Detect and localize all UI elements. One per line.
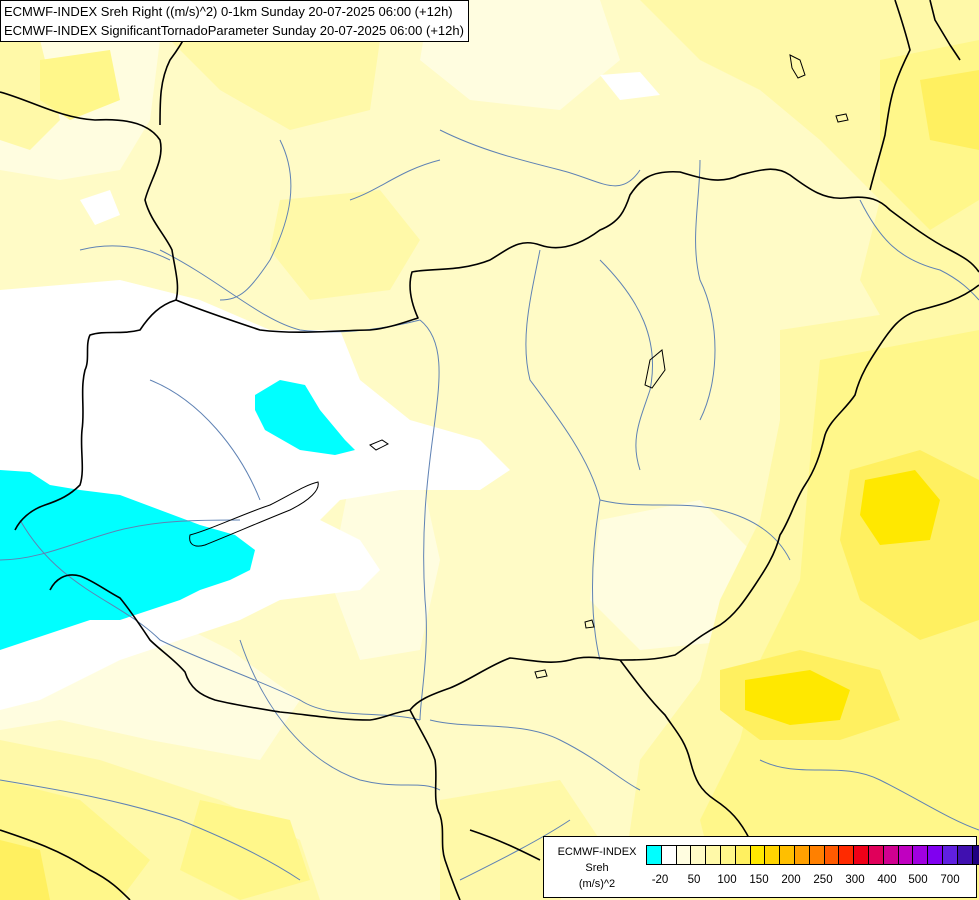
legend-swatch (646, 845, 662, 865)
country-border (469, 829, 541, 861)
legend-swatch (764, 845, 781, 865)
river (239, 639, 441, 791)
legend-tick-label: -20 (651, 874, 669, 886)
country-border (929, 0, 961, 61)
lake-outline (534, 669, 548, 679)
lake-outline (189, 481, 319, 547)
legend-swatch (734, 845, 751, 865)
legend-swatch (853, 845, 869, 865)
field-peak-zone (860, 470, 940, 545)
country-border (49, 284, 979, 721)
legend-title-unit: (m/s)^2 (578, 878, 616, 890)
map-title-box: ECMWF-INDEX Sreh Right ((m/s)^2) 0-1km S… (0, 0, 469, 42)
country-border (619, 659, 751, 841)
river (599, 499, 791, 561)
lake-outline (835, 113, 849, 123)
field-light-zone (270, 190, 420, 300)
color-legend: ECMWF-INDEX Sreh (m/s)^2 -20 50 100 150 200 2… (543, 836, 979, 898)
river (79, 245, 171, 261)
legend-swatch (897, 845, 914, 865)
legend-swatch (956, 845, 973, 865)
lake-outline (789, 54, 806, 79)
legend-tick-label: 250 (813, 874, 833, 886)
legend-tick-label: 300 (845, 874, 865, 886)
legend-tick-label: 100 (717, 874, 737, 886)
river (859, 199, 979, 301)
field-mid-zone (180, 800, 310, 900)
field-pale-zone (420, 0, 620, 110)
legend-swatch (838, 845, 855, 865)
legend-swatch (867, 845, 884, 865)
river (429, 719, 641, 791)
legend-tick-label: 200 (781, 874, 801, 886)
legend-tick-label: 400 (877, 874, 897, 886)
legend-swatch (882, 845, 899, 865)
field-peak-zone (745, 670, 850, 725)
legend-tick-label: 500 (908, 874, 928, 886)
legend-swatch (779, 845, 795, 865)
legend-color-scale (646, 845, 979, 865)
field-mid-zone (40, 50, 120, 120)
river (419, 319, 440, 721)
legend-swatch (690, 845, 707, 865)
field-strong-zone (0, 840, 50, 900)
river (0, 519, 241, 561)
legend-swatch (705, 845, 721, 865)
field-negative-cyan-zone (0, 470, 255, 650)
legend-swatch (660, 845, 677, 865)
legend-swatch (912, 845, 929, 865)
river (439, 129, 641, 187)
lakes-layer (189, 54, 849, 679)
legend-title-variable: Sreh (585, 862, 609, 874)
legend-tick-label: 50 (687, 874, 701, 886)
country-border (409, 709, 461, 900)
legend-swatch (941, 845, 958, 865)
river (695, 159, 716, 421)
map-title-stp: ECMWF-INDEX SignificantTornadoParameter … (4, 23, 464, 38)
field-light-zone (0, 20, 60, 150)
legend-tick-label: 700 (940, 874, 960, 886)
legend-swatch (749, 845, 766, 865)
legend-swatch (927, 845, 943, 865)
legend-swatch (675, 845, 692, 865)
field-negative-white-zone (600, 72, 660, 100)
legend-title-source: ECMWF-INDEX (557, 846, 637, 858)
legend-swatch (793, 845, 810, 865)
lake-outline (584, 619, 595, 629)
country-border (14, 299, 177, 531)
rivers-layer (0, 129, 979, 881)
country-border (869, 0, 911, 191)
field-negative-white-zone (80, 190, 120, 225)
river (759, 759, 979, 831)
lake-outline (644, 349, 666, 389)
lake-outline (369, 439, 389, 451)
river (599, 259, 654, 471)
legend-tick-label: 150 (749, 874, 769, 886)
river (219, 139, 292, 301)
river (525, 249, 601, 661)
map-title-sreh: ECMWF-INDEX Sreh Right ((m/s)^2) 0-1km S… (4, 4, 453, 19)
legend-swatch (808, 845, 825, 865)
river (349, 159, 441, 201)
river (19, 519, 421, 721)
legend-swatch (971, 845, 979, 865)
legend-swatch (823, 845, 840, 865)
legend-swatch (719, 845, 736, 865)
legend-tick-labels: -20 50 100 150 200 250 300 400 500 700 (646, 874, 976, 888)
field-strong-zone (920, 70, 979, 150)
country-border (0, 829, 131, 900)
country-border (175, 168, 979, 334)
field-pale-zone (330, 470, 440, 660)
country-border (0, 91, 179, 301)
field-negative-cyan-zone (255, 380, 355, 455)
river (149, 379, 261, 501)
river (0, 779, 301, 881)
